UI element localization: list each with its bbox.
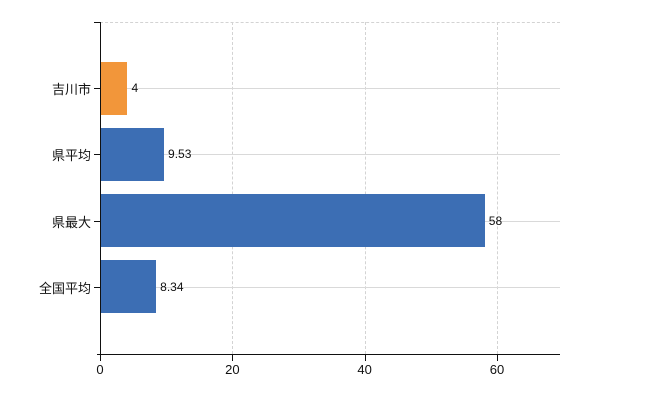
bar-value-label: 58 <box>488 213 503 228</box>
vertical-gridline <box>364 22 366 354</box>
x-axis-tick <box>497 355 498 361</box>
y-axis-end-tick <box>94 22 100 23</box>
bar-value-label: 8.34 <box>160 279 184 294</box>
x-axis-tick <box>100 355 101 361</box>
x-tick-label: 40 <box>357 362 372 377</box>
category-label: 県最大 <box>51 214 91 230</box>
category-label: 県平均 <box>51 148 91 164</box>
y-axis-tick <box>94 88 100 89</box>
bar-value-label: 4 <box>131 81 139 95</box>
bar-県平均 <box>101 127 165 181</box>
row-gridline <box>101 154 560 156</box>
vertical-gridline <box>497 22 498 354</box>
row-gridline <box>101 88 560 89</box>
x-axis-tick <box>364 355 366 361</box>
bar-県最大 <box>101 194 485 248</box>
category-label: 吉川市 <box>51 82 91 97</box>
category-label: 全国平均 <box>38 280 91 296</box>
bar-吉川市 <box>101 61 128 115</box>
bar-全国平均 <box>101 260 157 314</box>
x-axis-tick <box>232 355 234 361</box>
x-axis-line <box>97 354 560 355</box>
x-tick-label: 60 <box>489 362 505 377</box>
vertical-gridline <box>232 22 234 354</box>
bar-value-label: 9.53 <box>168 147 192 162</box>
plot-top-border <box>100 22 560 23</box>
y-axis-tick <box>94 286 100 288</box>
y-axis-line <box>100 22 101 354</box>
row-gridline <box>101 286 560 288</box>
x-tick-label: 0 <box>96 362 104 377</box>
x-tick-label: 20 <box>225 362 240 377</box>
y-axis-tick <box>94 220 100 222</box>
y-axis-tick <box>94 154 100 156</box>
